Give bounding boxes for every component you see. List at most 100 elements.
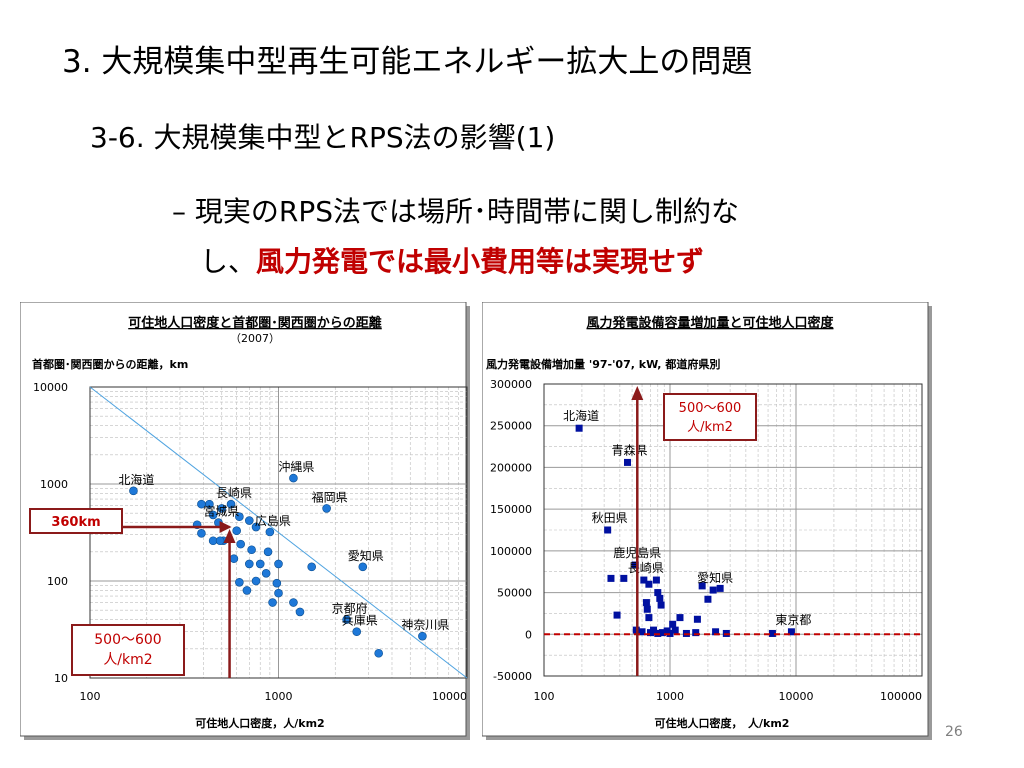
chart1-title: 可住地人口密度と首都圏･関西圏からの距離 [128,315,382,331]
chart1-callout-density-text: 人/km2 [103,652,152,668]
chart1-point [272,578,282,588]
chart2-point [709,586,717,594]
chart1-point [289,598,298,607]
chart2-point [613,611,621,619]
chart1-y-tick-label: 10000 [33,381,68,394]
chart2-point [712,628,720,636]
chart1-point-label: 京都府 [332,601,368,616]
chart2-point [638,628,646,636]
chart2-point [669,620,677,628]
bullet-line-2: し、風力発電では最小費用等は実現せず [200,240,704,280]
chart2-point [645,580,653,588]
chart2-point [658,629,666,637]
chart2-y-tick-label: 100000 [490,545,532,558]
chart1-point-label: 長崎県 [216,486,252,500]
chart1-point [263,547,273,557]
chart1-point [208,510,218,520]
chart1-points [129,473,427,658]
chart1-x-tick-label: 100 [80,690,101,703]
chart1-point [265,527,275,537]
chart1-xlabel: 可住地人口密度，人/km2 [195,716,324,730]
chart1-point-label: 福岡県 [312,489,348,504]
chart2-callout-density-text: 人/km2 [687,420,733,435]
chart2-y-tick-label: -50000 [493,670,532,683]
chart2-point [704,595,712,603]
chart2-point [787,628,795,636]
chart2-point-label: 秋田県 [592,511,628,525]
chart1-point [217,504,227,513]
chart2-point [604,526,612,534]
chart2-point-label: 青森県 [611,442,647,457]
chart1-point [247,545,256,555]
chart1-point [245,516,254,525]
chart1-point [274,559,283,569]
chart1-point [251,522,261,532]
chart2-point [640,576,648,584]
bullet-plain-text: し、 [200,245,257,278]
chart1-callout-360-box [29,508,123,534]
chart2-x-tick-label: 100000 [880,690,922,703]
chart1-point [229,554,239,563]
chart1-point [289,473,298,483]
chart2-point [693,615,701,623]
chart1-ylabel: 首都圏･関西圏からの距離，km [32,357,188,371]
chart1-point-label: 愛知県 [348,549,384,563]
chart2-point [650,626,658,634]
chart2-y-tick-label: 0 [525,628,532,641]
chart1-point-label: 神奈川県 [401,618,449,632]
chart1-point [197,529,206,538]
chart2-point [657,601,665,609]
chart1-point [268,598,277,607]
chart2-point [624,458,632,466]
chart1-point-label: 広島県 [255,513,291,528]
chart1-point [418,631,427,641]
chart2-point [575,424,583,432]
bullet-line-1: – 現実のRPS法では場所･時間帯に関し制約な [172,195,740,228]
chart2-axes: 100 1000 10000 100000 -50000 0 50000 100000 1500… [490,378,923,703]
chart1-point [235,577,244,587]
chart1-callout-density-text: 500～600 [94,632,161,648]
chart2-point [716,584,724,592]
chart1-point [255,559,265,569]
chart2-title: 風力発電設備容量増加量と可住地人口密度 [586,315,834,331]
chart2-point [654,589,662,597]
chart2-point [620,574,628,582]
chart1-point [274,588,283,598]
chart1-point [205,499,214,509]
chart2-y-tick-label: 250000 [490,420,532,433]
chart1-callout-360-text: 360km [51,515,100,530]
chart2-ylabel: 風力発電設備増加量 '97-'07, kW, 都道府県別 [486,357,720,371]
chart1-distance-arrowhead [219,521,232,534]
chart1-x-tick-label: 10000 [432,690,467,703]
chart2-point [643,605,651,613]
chart1-point-label: 沖縄県 [278,459,314,474]
chart2-annotations: 500～600 人/km2 [544,386,922,676]
chart2-point [656,594,664,602]
chart2-y-tick-label: 150000 [490,503,532,516]
chart2-plot-border [543,383,923,677]
chart1-point [307,562,316,572]
chart2-point [642,599,650,607]
chart1-point [129,486,138,496]
chart2-density-arrowhead [631,386,644,400]
chart1-trend-line [89,386,468,679]
chart2-point [652,576,660,584]
chart2-y-tick-label: 200000 [490,461,532,474]
slide-subtitle: 3-6. 大規模集中型とRPS法の影響(1) [90,121,556,154]
chart2-point [631,561,639,569]
page-number: 26 [945,724,963,740]
chart2-point-label: 長崎県 [628,561,664,575]
chart1-point [236,539,245,549]
chart1-point-label: 北海道 [118,472,154,487]
chart1-point [251,576,261,586]
chart2-callout-density-box [663,393,757,441]
chart1-point [242,586,252,595]
chart1-point-label: 宮城県 [203,504,239,519]
chart2-point [671,626,679,634]
chart1-point [245,559,254,569]
chart2-point [676,614,684,622]
chart1-x-tick-label: 1000 [265,690,293,703]
chart2-callout-density-text: 500～600 [679,401,742,416]
chart1-point [322,504,331,513]
